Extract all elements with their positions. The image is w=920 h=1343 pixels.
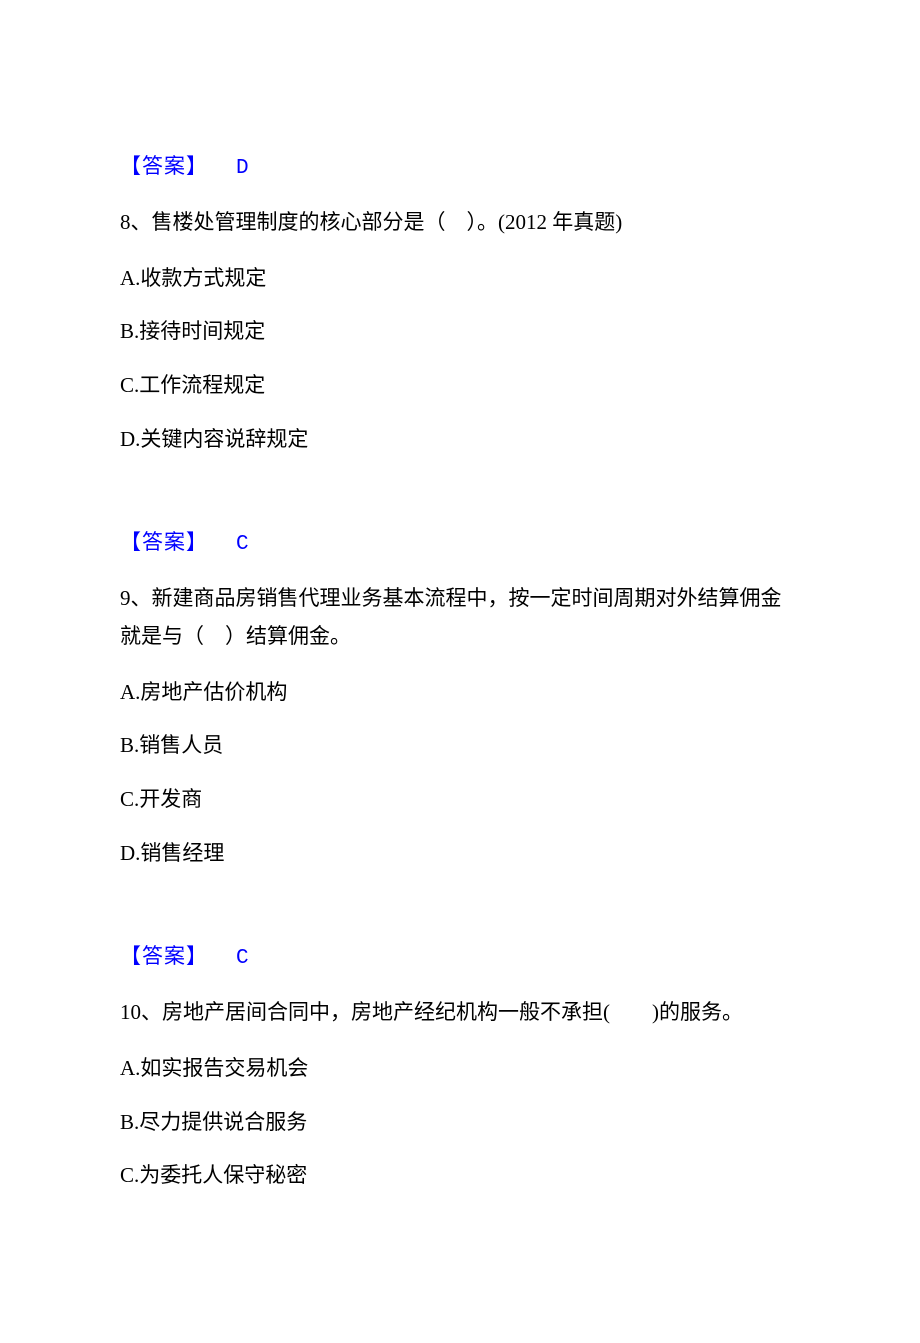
question-9-option-c: C.开发商 [120, 783, 800, 817]
answer-letter: C [236, 947, 250, 970]
question-8-option-a: A.收款方式规定 [120, 262, 800, 296]
answer-letter: D [236, 157, 250, 180]
question-8-option-b: B.接待时间规定 [120, 315, 800, 349]
question-8-option-c: C.工作流程规定 [120, 369, 800, 403]
answer-9: 【答案】 C [120, 940, 800, 970]
answer-7: 【答案】 D [120, 150, 800, 180]
question-10-text: 10、房地产居间合同中，房地产经纪机构一般不承担( )的服务。 [120, 994, 800, 1032]
question-8-block: 8、售楼处管理制度的核心部分是（ ）。(2012 年真题) A.收款方式规定 B… [120, 204, 800, 456]
question-10-block: 10、房地产居间合同中，房地产经纪机构一般不承担( )的服务。 A.如实报告交易… [120, 994, 800, 1193]
question-10-option-b: B.尽力提供说合服务 [120, 1106, 800, 1140]
question-8-option-d: D.关键内容说辞规定 [120, 423, 800, 457]
answer-label: 【答案】 [120, 154, 208, 178]
question-8-text: 8、售楼处管理制度的核心部分是（ ）。(2012 年真题) [120, 204, 800, 242]
question-10-option-a: A.如实报告交易机会 [120, 1052, 800, 1086]
answer-label: 【答案】 [120, 944, 208, 968]
question-9-text: 9、新建商品房销售代理业务基本流程中，按一定时间周期对外结算佣金就是与（ ）结算… [120, 580, 800, 656]
document-content: 【答案】 D 8、售楼处管理制度的核心部分是（ ）。(2012 年真题) A.收款… [0, 0, 920, 1343]
question-9-option-b: B.销售人员 [120, 729, 800, 763]
answer-label: 【答案】 [120, 530, 208, 554]
answer-letter: C [236, 533, 250, 556]
question-10-option-c: C.为委托人保守秘密 [120, 1159, 800, 1193]
question-9-option-d: D.销售经理 [120, 837, 800, 871]
question-9-option-a: A.房地产估价机构 [120, 676, 800, 710]
question-9-block: 9、新建商品房销售代理业务基本流程中，按一定时间周期对外结算佣金就是与（ ）结算… [120, 580, 800, 870]
answer-8: 【答案】 C [120, 526, 800, 556]
